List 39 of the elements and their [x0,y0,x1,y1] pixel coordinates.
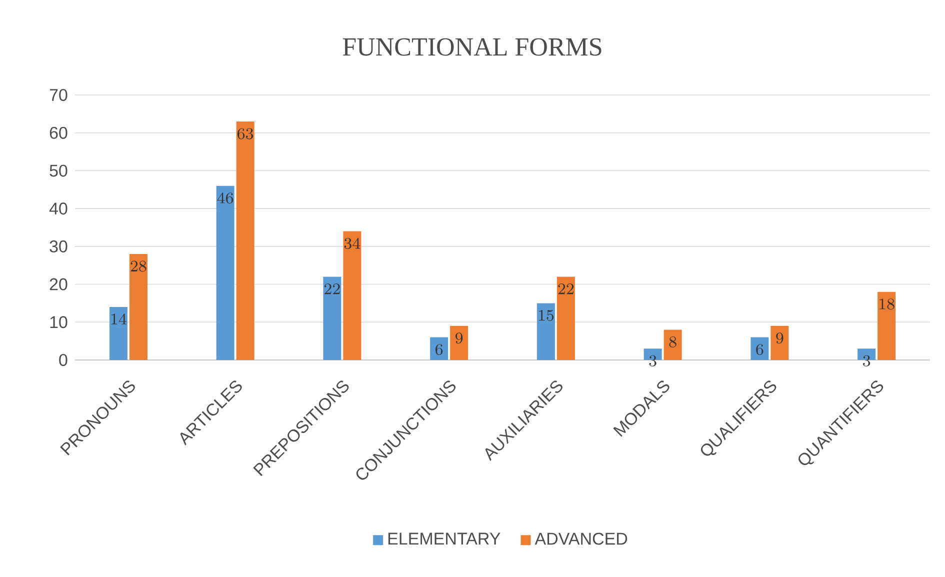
bar [129,254,148,360]
bar [216,186,234,360]
bar [664,330,682,360]
data-label: 18 [880,298,894,310]
bar [236,121,254,360]
y-tick-label: 40 [49,202,68,215]
data-label: 8 [669,336,676,348]
y-tick-label: 60 [50,126,68,139]
bar [770,326,789,360]
bar [450,326,468,360]
data-label: 6 [756,344,764,356]
data-label: 28 [130,260,146,272]
data-label: 9 [776,332,784,344]
legend-label: ADVANCED [534,532,628,545]
chart-title: FUNCTIONAL FORMS [342,38,602,56]
bar [878,292,896,360]
legend-label: ELEMENTARY [388,532,500,544]
data-label: 46 [217,192,234,204]
bar [536,303,555,360]
y-tick-label: 30 [50,240,68,252]
data-label: 9 [456,332,463,344]
y-tick-label: 50 [50,164,68,177]
bar [430,337,448,360]
data-label: 14 [111,314,126,324]
bar [750,337,769,360]
data-label: 34 [344,238,360,250]
bar [343,231,362,360]
data-label: 6 [436,344,443,356]
data-label: 63 [238,128,254,140]
y-tick-label: 0 [59,354,68,366]
bar [323,276,342,360]
bar [109,306,128,360]
y-tick-label: 10 [50,316,68,328]
bar [556,276,575,360]
data-label: 22 [324,283,340,294]
data-label: 22 [558,283,574,294]
y-tick-label: 70 [50,88,68,101]
data-label: 15 [538,310,554,321]
y-tick-label: 20 [50,278,68,290]
